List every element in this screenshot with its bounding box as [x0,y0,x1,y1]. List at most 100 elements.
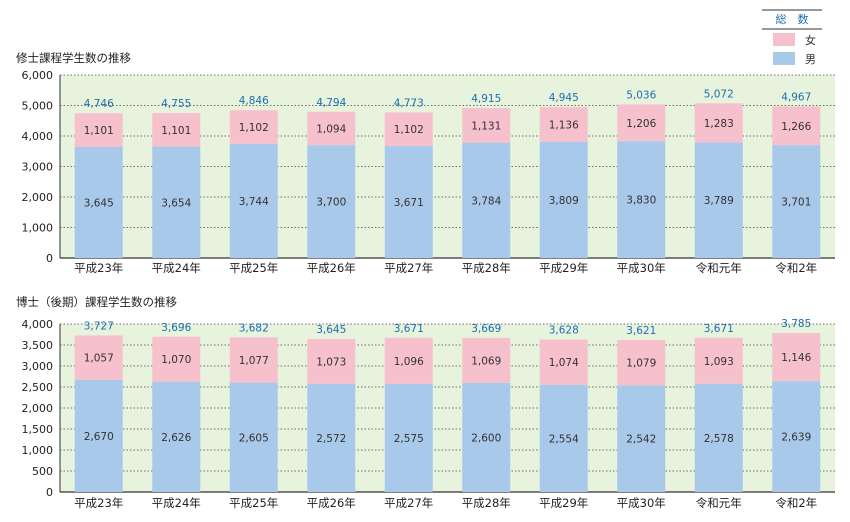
bar-female [694,103,743,143]
x-tick-label: 令和2年 [775,496,817,510]
bar-female [74,335,123,380]
y-tick-label: 6,000 [22,69,54,82]
bar-female [462,337,511,383]
bar-female [384,337,433,384]
x-tick-label: 平成28年 [462,261,511,275]
chart-title-masters: 修士課程学生数の推移 [16,51,131,65]
bar-label-male: 3,830 [626,195,656,207]
bar-female [772,333,821,382]
bar-male [74,379,123,492]
bar-label-total: 3,621 [626,325,656,337]
y-tick-label: 500 [32,465,53,478]
bar-label-total: 4,746 [84,98,114,110]
bar-male [229,143,278,258]
bar-female [307,338,356,384]
bar-male [307,145,356,258]
x-tick-label: 令和元年 [696,261,742,275]
bar-male [74,146,123,258]
bar-female [384,112,433,147]
bar-male [152,381,201,492]
bar-male [694,142,743,258]
bar-label-male: 2,575 [394,433,424,445]
bar-label-total: 3,682 [239,322,269,334]
bar-male [617,385,666,492]
bar-male [462,142,511,258]
bar-female [772,106,821,146]
bar-female [74,113,123,147]
bar-male [462,382,511,492]
bar-label-male: 2,572 [316,433,346,445]
x-tick-label: 平成28年 [462,496,511,510]
bar-label-male: 3,784 [471,195,501,207]
legend-title: 総 数 [776,12,809,26]
x-tick-label: 平成26年 [307,496,356,510]
bar-female [152,112,201,147]
bar-label-total: 5,072 [704,88,734,100]
bar-label-total: 3,696 [161,322,191,334]
y-tick-label: 2,000 [22,191,54,204]
x-tick-label: 令和2年 [775,261,817,275]
bar-male [772,381,821,492]
bar-label-female: 1,131 [471,120,501,132]
bar-label-total: 3,669 [471,323,501,335]
bar-label-male: 2,600 [471,432,501,444]
x-tick-label: 令和元年 [696,496,742,510]
bar-label-male: 3,789 [704,195,734,207]
y-tick-label: 3,000 [22,360,54,373]
x-tick-label: 平成26年 [307,261,356,275]
bar-label-male: 2,605 [239,432,269,444]
bar-label-female: 1,283 [704,118,734,130]
bar-label-female: 1,266 [781,121,811,133]
bar-label-female: 1,077 [239,355,269,367]
bar-label-total: 3,671 [704,323,734,335]
y-tick-label: 1,000 [22,222,54,235]
legend-label-female: 女 [805,33,816,47]
bar-female [539,339,588,385]
x-tick-label: 平成30年 [617,261,666,275]
bar-label-total: 3,628 [549,325,579,337]
x-tick-label: 平成24年 [152,261,201,275]
bar-label-male: 2,554 [549,433,579,445]
bar-label-male: 3,744 [239,196,269,208]
x-tick-label: 平成24年 [152,496,201,510]
bar-female [229,110,278,144]
y-tick-label: 2,500 [22,381,54,394]
bar-label-female: 1,074 [549,357,579,369]
bar-male [694,383,743,492]
bar-label-total: 4,945 [549,92,579,104]
chart-masters: 0 1,000 2,000 3,000 4,000 5,000 6,000 3,645 1,10… [22,69,835,275]
bar-label-female: 1,101 [161,125,191,137]
bar-label-total: 3,671 [394,323,424,335]
bar-label-male: 2,639 [781,432,811,444]
legend-label-male: 男 [805,53,816,66]
y-tick-label: 3,000 [22,161,54,174]
bar-label-male: 2,626 [161,432,191,444]
bar-label-female: 1,070 [161,354,191,366]
bar-male [384,146,433,258]
legend-swatch-male [773,52,795,65]
x-tick-label: 平成25年 [229,261,278,275]
bar-label-male: 3,700 [316,197,346,209]
y-tick-label: 2,000 [22,402,54,415]
bar-male [307,383,356,492]
y-tick-label: 4,000 [22,130,54,143]
bar-female [307,111,356,146]
y-tick-label: 5,000 [22,100,54,113]
bar-female [539,107,588,142]
bar-label-male: 3,701 [781,197,811,209]
bar-male [229,382,278,492]
bar-female [462,108,511,143]
bar-male [539,141,588,258]
bar-female [229,337,278,383]
bar-label-female: 1,102 [239,122,269,134]
x-tick-label: 平成23年 [74,496,123,510]
bar-male [772,145,821,258]
bar-female [617,104,666,142]
bar-female [152,336,201,382]
bar-label-female: 1,069 [471,355,501,367]
bar-female [694,337,743,384]
bar-label-male: 2,670 [84,431,114,443]
y-tick-label: 0 [46,486,53,499]
bar-label-female: 1,102 [394,124,424,136]
legend-swatch-female [773,33,795,46]
